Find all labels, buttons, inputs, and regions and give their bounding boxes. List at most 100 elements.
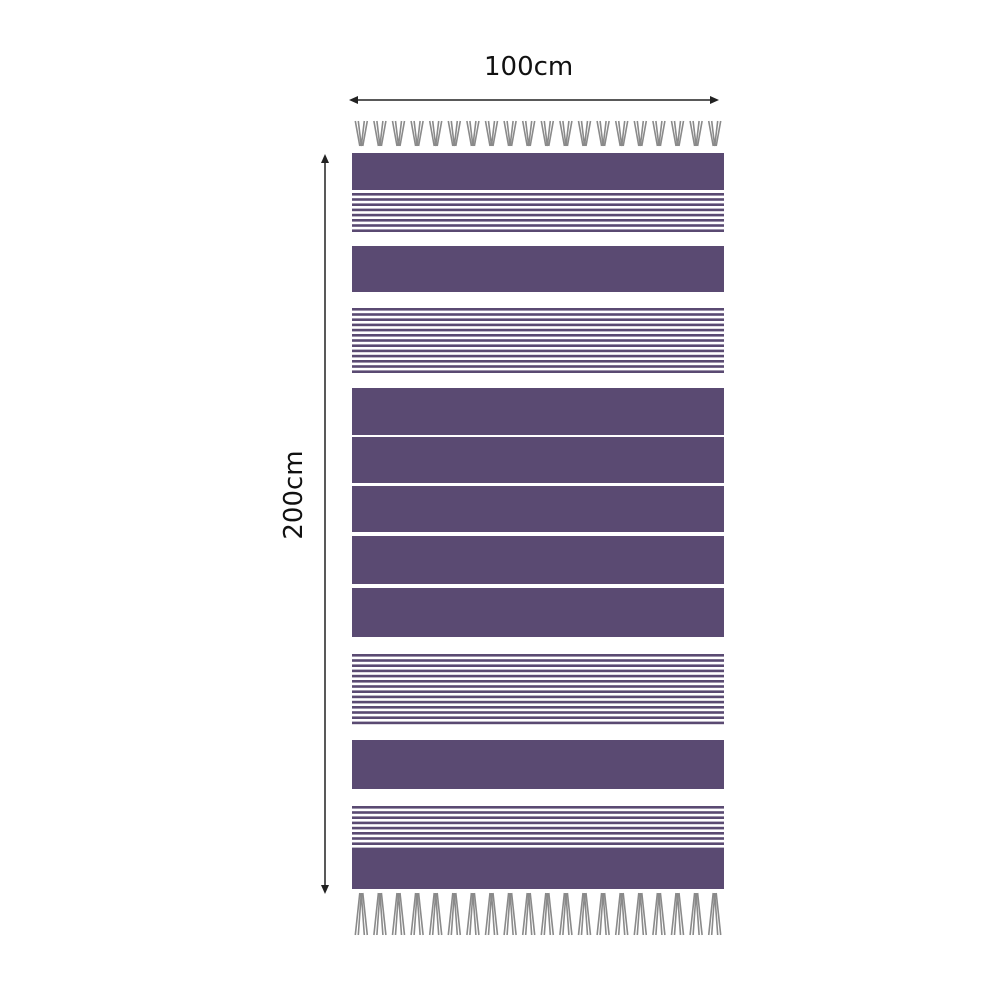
fringe-tassel xyxy=(466,892,480,936)
thin-stripe xyxy=(352,208,724,212)
thin-stripe xyxy=(352,229,724,232)
width-label: 100cm xyxy=(484,52,574,82)
solid-stripe xyxy=(352,486,724,532)
thin-stripe xyxy=(352,811,724,814)
thin-stripe xyxy=(352,806,724,809)
fringe-tassel xyxy=(373,120,387,147)
fringe-tassel xyxy=(466,120,480,147)
thin-stripe xyxy=(352,323,724,327)
thin-stripe xyxy=(352,318,724,321)
thin-stripe xyxy=(352,832,724,835)
thin-stripe xyxy=(352,826,724,830)
fringe-tassel xyxy=(670,120,685,147)
fringe-tassel xyxy=(447,120,462,147)
thin-stripe xyxy=(352,706,724,709)
fringe-tassel xyxy=(354,120,369,147)
fringe-tassel xyxy=(689,892,703,936)
thin-stripe xyxy=(352,193,724,196)
thin-stripe xyxy=(352,816,724,819)
fringe-tassel xyxy=(540,892,555,936)
thin-stripe xyxy=(352,680,724,683)
solid-stripe xyxy=(352,246,724,292)
thin-stripe xyxy=(352,198,724,201)
fringe-tassel xyxy=(521,120,536,147)
thin-stripe xyxy=(352,847,724,851)
thin-stripe xyxy=(352,344,724,347)
solid-stripe xyxy=(352,850,724,889)
thin-stripe xyxy=(352,695,724,699)
thin-stripe xyxy=(352,313,724,316)
towel xyxy=(352,153,724,889)
fringe-tassel xyxy=(484,120,499,147)
fringe-tassel xyxy=(596,892,610,936)
fringe-tassel xyxy=(559,120,573,147)
arrow-head xyxy=(321,154,329,163)
fringe-tassel xyxy=(373,892,387,936)
fringe-tassel xyxy=(428,120,443,147)
thin-stripe xyxy=(352,370,724,373)
arrow-head xyxy=(710,96,719,104)
fringe-tassel xyxy=(577,120,592,147)
thin-stripe xyxy=(352,690,724,693)
fringe-tassel xyxy=(428,892,443,936)
fringe-tassel xyxy=(707,120,722,147)
thin-stripe xyxy=(352,721,724,725)
fringe-tassel xyxy=(633,892,648,936)
thin-stripe xyxy=(352,203,724,206)
thin-stripe xyxy=(352,213,724,217)
thin-stripe xyxy=(352,328,724,332)
fringe-tassel xyxy=(447,892,462,936)
thin-stripe xyxy=(352,821,724,825)
thin-stripe xyxy=(352,654,724,657)
thin-stripe xyxy=(352,224,724,227)
solid-stripe xyxy=(352,740,724,789)
fringe-tassel xyxy=(503,120,517,147)
thin-stripe xyxy=(352,659,724,662)
fringe-tassel xyxy=(484,892,499,936)
fringe-tassel xyxy=(670,892,685,936)
fringe xyxy=(354,120,722,936)
fringe-tassel xyxy=(521,892,536,936)
thin-stripe xyxy=(352,339,724,342)
fringe-tassel xyxy=(614,120,629,147)
thin-stripe xyxy=(352,685,724,688)
solid-stripe xyxy=(352,153,724,190)
arrow-head xyxy=(321,885,329,894)
fringe-tassel xyxy=(577,892,592,936)
fringe-tassel xyxy=(410,120,424,147)
fringe-tassel xyxy=(410,892,424,936)
thin-stripe xyxy=(352,334,724,337)
solid-stripe xyxy=(352,437,724,483)
thin-stripe xyxy=(352,842,724,845)
thin-stripe xyxy=(352,664,724,667)
fringe-tassel xyxy=(689,120,703,147)
fringe-tassel xyxy=(614,892,629,936)
thin-stripe xyxy=(352,365,724,368)
thin-stripe xyxy=(352,716,724,719)
solid-stripe xyxy=(352,536,724,584)
thin-stripe xyxy=(352,308,724,311)
thin-stripe xyxy=(352,360,724,363)
fringe-tassel xyxy=(652,892,666,936)
height-label: 200cm xyxy=(279,450,309,540)
thin-stripe xyxy=(352,711,724,714)
thin-stripe xyxy=(352,349,724,353)
fringe-tassel xyxy=(707,892,722,936)
thin-stripe xyxy=(352,669,724,673)
arrow-head xyxy=(349,96,358,104)
fringe-tassel xyxy=(391,892,406,936)
fringe-tassel xyxy=(652,120,666,147)
thin-stripe xyxy=(352,219,724,222)
thin-stripe xyxy=(352,837,724,840)
fringe-tassel xyxy=(540,120,555,147)
fringe-tassel xyxy=(633,120,648,147)
fringe-tassel xyxy=(596,120,610,147)
thin-stripe xyxy=(352,674,724,678)
fringe-tassel xyxy=(503,892,517,936)
thin-stripe xyxy=(352,700,724,704)
fringe-tassel xyxy=(391,120,406,147)
fringe-tassel xyxy=(354,892,369,936)
dimension-arrows xyxy=(321,96,719,894)
solid-stripe xyxy=(352,388,724,435)
